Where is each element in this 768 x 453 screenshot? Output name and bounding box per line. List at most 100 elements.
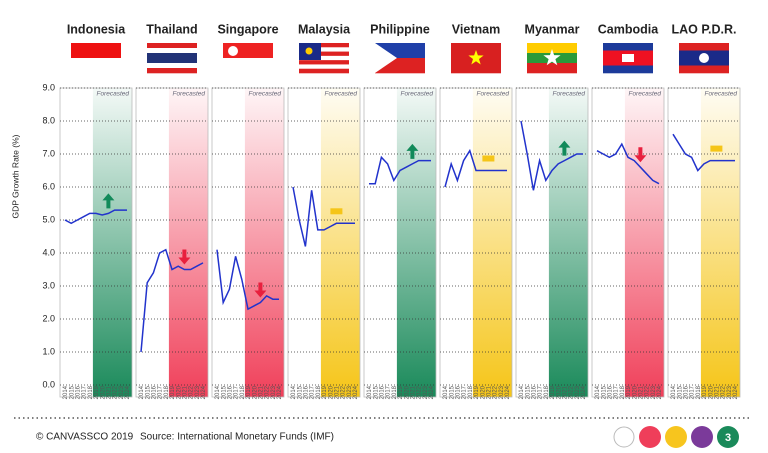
x-tick-label: 2015: [373, 385, 379, 399]
forecast-shade: [700, 88, 740, 397]
y-tick-label: 0.0: [42, 379, 55, 389]
x-tick-label: 2021: [714, 385, 720, 399]
forecast-label: Forecasted: [552, 91, 585, 98]
y-tick-label: 8.0: [42, 115, 55, 125]
x-tick-label: 2024: [733, 385, 739, 399]
nav-dot: [691, 426, 713, 448]
trend-flat: [330, 208, 343, 215]
forecast-shade: [244, 88, 284, 397]
x-tick-label: 2014: [595, 385, 601, 399]
x-tick-label: 2018: [544, 385, 550, 399]
x-tick-label: 2016: [455, 385, 461, 399]
x-tick-label: 2014: [139, 385, 145, 399]
x-tick-label: 2014: [671, 385, 677, 399]
x-tick-label: 2021: [258, 385, 264, 399]
panel-title: Thailand: [146, 22, 197, 36]
x-tick-label: 2019: [626, 385, 632, 399]
x-tick-label: 2019: [170, 385, 176, 399]
x-tick-label: 2022: [265, 385, 271, 399]
x-tick-label: 2020: [708, 385, 714, 399]
x-tick-label: 2022: [493, 385, 499, 399]
y-tick-label: 1.0: [42, 346, 55, 356]
gdp-line: [292, 186, 355, 247]
panel-title: Indonesia: [67, 22, 126, 36]
page-badge: [717, 426, 739, 448]
x-tick-label: 2023: [575, 385, 581, 399]
forecast-label: Forecasted: [704, 91, 737, 98]
x-tick-label: 2020: [632, 385, 638, 399]
x-tick-label: 2015: [525, 385, 531, 399]
trend-arrow-up: [558, 140, 571, 156]
gdp-line: [672, 133, 735, 172]
x-tick-label: 2019: [550, 385, 556, 399]
x-tick-label: 2017: [158, 385, 164, 399]
x-tick-label: 2019: [398, 385, 404, 399]
x-tick-label: 2024: [201, 385, 207, 399]
y-tick-label: 4.0: [42, 247, 55, 257]
x-tick-label: 2017: [690, 385, 696, 399]
x-tick-label: 2016: [531, 385, 537, 399]
x-tick-label: 2018: [392, 385, 398, 399]
flag: [527, 43, 577, 74]
x-tick-label: 2020: [176, 385, 182, 399]
panel-title: Vietnam: [452, 22, 500, 36]
panel-title: Malaysia: [298, 22, 351, 36]
forecast-shade: [168, 88, 208, 397]
x-tick-label: 2021: [334, 385, 340, 399]
panel-title: Myanmar: [525, 22, 580, 36]
x-tick-label: 2015: [601, 385, 607, 399]
x-tick-label: 2023: [271, 385, 277, 399]
flag: [71, 43, 121, 74]
x-tick-label: 2018: [696, 385, 702, 399]
x-tick-label: 2022: [189, 385, 195, 399]
forecast-shade: [624, 88, 664, 397]
x-tick-label: 2023: [347, 385, 353, 399]
panel-title: Singapore: [217, 22, 278, 36]
y-tick-label: 2.0: [42, 313, 55, 323]
x-tick-label: 2017: [462, 385, 468, 399]
flag: [451, 43, 501, 74]
flag: [223, 43, 273, 74]
x-tick-label: 2019: [322, 385, 328, 399]
x-tick-label: 2015: [69, 385, 75, 399]
forecast-label: Forecasted: [96, 91, 129, 98]
x-tick-label: 2020: [100, 385, 106, 399]
x-tick-label: 2019: [474, 385, 480, 399]
nav-dot: [665, 426, 687, 448]
y-tick-label: 5.0: [42, 214, 55, 224]
x-tick-label: 2023: [651, 385, 657, 399]
x-tick-label: 2017: [386, 385, 392, 399]
forecast-label: Forecasted: [476, 91, 509, 98]
x-tick-label: 2021: [562, 385, 568, 399]
gdp-line: [444, 148, 507, 188]
x-tick-label: 2015: [145, 385, 151, 399]
x-tick-label: 2022: [341, 385, 347, 399]
trend-flat: [482, 155, 495, 162]
gdp-line: [140, 248, 204, 353]
x-tick-label: 2016: [75, 385, 81, 399]
forecast-label: Forecasted: [324, 91, 357, 98]
x-tick-label: 2020: [556, 385, 562, 399]
x-tick-label: 2017: [234, 385, 240, 399]
panel-title: Cambodia: [598, 22, 659, 36]
x-tick-label: 2022: [569, 385, 575, 399]
x-tick-label: 2019: [702, 385, 708, 399]
panel-title: LAO P.D.R.: [671, 22, 736, 36]
flag: [375, 43, 425, 74]
trend-arrow-down: [634, 147, 647, 163]
x-tick-label: 2016: [683, 385, 689, 399]
x-tick-label: 2023: [727, 385, 733, 399]
copyright: © CANVASSCO 2019: [36, 432, 134, 443]
x-tick-label: 2014: [63, 385, 69, 399]
x-tick-label: 2018: [468, 385, 474, 399]
x-tick-label: 2018: [88, 385, 94, 399]
gdp-line: [216, 249, 279, 311]
x-tick-label: 2016: [303, 385, 309, 399]
forecast-shade: [396, 88, 436, 397]
y-tick-label: 9.0: [42, 82, 55, 92]
gdp-line: [520, 120, 583, 191]
x-tick-label: 2015: [449, 385, 455, 399]
x-tick-label: 2023: [423, 385, 429, 399]
x-tick-label: 2016: [151, 385, 157, 399]
